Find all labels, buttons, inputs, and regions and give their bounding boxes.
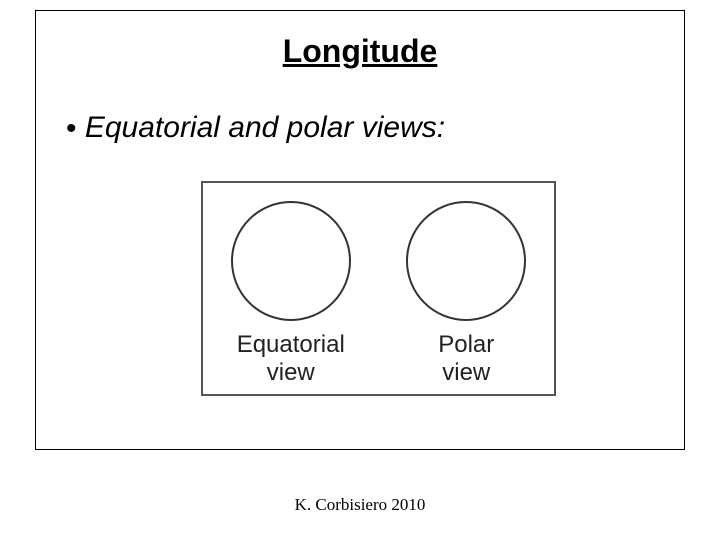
- equatorial-label-line2: view: [267, 359, 315, 386]
- views-diagram: Equatorial view Polar view: [201, 181, 556, 396]
- bullet-label: Equatorial and polar views:: [85, 111, 445, 144]
- equatorial-view-item: Equatorial view: [231, 201, 351, 386]
- slide-footer: K. Corbisiero 2010: [0, 495, 720, 515]
- polar-label-line2: view: [442, 359, 490, 386]
- bullet-item: • Equatorial and polar views:: [66, 111, 445, 146]
- slide-border: Longitude • Equatorial and polar views: …: [35, 10, 685, 450]
- equatorial-circle-icon: [231, 201, 351, 321]
- equatorial-label: Equatorial view: [237, 331, 345, 386]
- polar-view-item: Polar view: [406, 201, 526, 386]
- polar-circle-icon: [406, 201, 526, 321]
- equatorial-label-line1: Equatorial: [237, 331, 345, 358]
- bullet-dot-icon: •: [66, 112, 77, 145]
- polar-label: Polar view: [438, 331, 494, 386]
- slide-title: Longitude: [36, 33, 684, 70]
- polar-label-line1: Polar: [438, 331, 494, 358]
